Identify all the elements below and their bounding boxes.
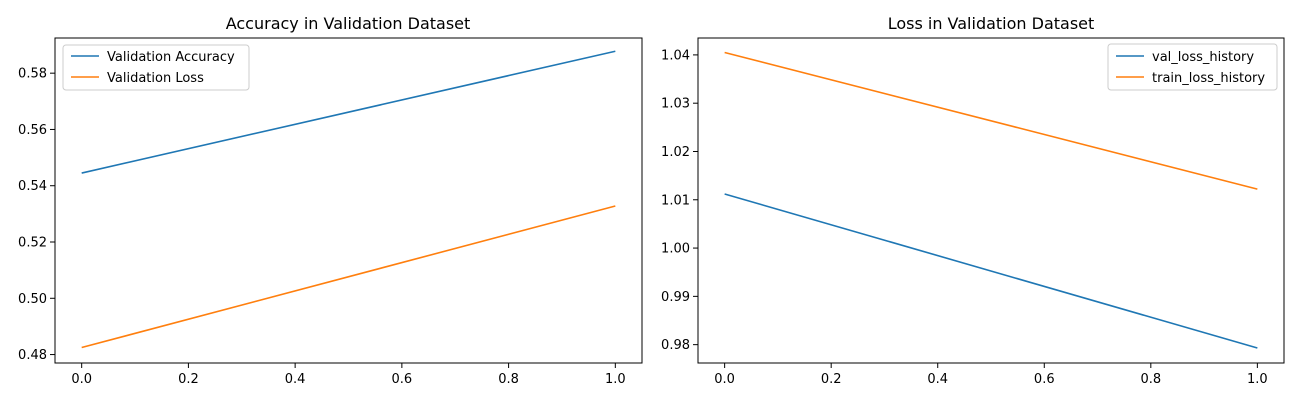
x-tick-label: 0.8 bbox=[1140, 372, 1161, 387]
y-tick-label: 1.00 bbox=[661, 242, 690, 257]
legend: val_loss_history train_loss_history bbox=[1107, 43, 1278, 91]
legend-label-validation-loss: Validation Loss bbox=[107, 71, 204, 86]
series-line-validation-loss bbox=[81, 205, 616, 349]
x-tick-label: 0.4 bbox=[285, 372, 306, 387]
chart-title: Accuracy in Validation Dataset bbox=[226, 14, 471, 33]
chart-title: Loss in Validation Dataset bbox=[888, 14, 1095, 33]
x-tick-label: 0.0 bbox=[71, 372, 92, 387]
x-tick-label: 0.8 bbox=[498, 372, 519, 387]
y-tick-label: 0.98 bbox=[661, 338, 690, 353]
legend-label-validation-accuracy: Validation Accuracy bbox=[107, 50, 235, 65]
y-tick-label: 1.04 bbox=[661, 48, 690, 63]
series-line-validation-accuracy bbox=[81, 50, 616, 174]
x-tick-label: 0.6 bbox=[1034, 372, 1055, 387]
y-tick-label: 1.01 bbox=[661, 193, 690, 208]
x-tick-label: 0.6 bbox=[392, 372, 413, 387]
y-tick-label: 0.58 bbox=[18, 67, 47, 82]
x-tick-label: 1.0 bbox=[1247, 372, 1268, 387]
loss-chart-panel: Loss in Validation Dataset 0.0 0.2 0.4 0.6 0… bbox=[661, 14, 1285, 387]
x-tick-label: 0.2 bbox=[178, 372, 199, 387]
y-tick-label: 0.50 bbox=[18, 292, 47, 307]
x-axis-ticks: 0.0 0.2 0.4 0.6 0.8 1.0 bbox=[71, 363, 626, 387]
series-lines bbox=[81, 50, 616, 349]
legend-box bbox=[1107, 43, 1278, 91]
y-tick-label: 0.54 bbox=[18, 179, 47, 194]
y-axis-ticks: 0.98 0.99 1.00 1.01 1.02 1.03 1.04 bbox=[661, 48, 698, 353]
y-tick-label: 0.99 bbox=[661, 290, 690, 305]
x-axis-ticks: 0.0 0.2 0.4 0.6 0.8 1.0 bbox=[714, 363, 1268, 387]
legend: Validation Accuracy Validation Loss bbox=[62, 44, 250, 91]
x-tick-label: 0.0 bbox=[714, 372, 735, 387]
y-tick-label: 0.56 bbox=[18, 123, 47, 138]
x-tick-label: 1.0 bbox=[605, 372, 626, 387]
y-tick-label: 0.48 bbox=[18, 348, 47, 363]
x-tick-label: 0.2 bbox=[821, 372, 842, 387]
legend-box bbox=[62, 44, 250, 91]
series-line-train-loss-history bbox=[724, 51, 1258, 190]
y-axis-ticks: 0.48 0.50 0.52 0.54 0.56 0.58 bbox=[18, 67, 55, 363]
legend-label-val-loss-history: val_loss_history bbox=[1152, 50, 1254, 65]
legend-label-train-loss-history: train_loss_history bbox=[1152, 71, 1265, 86]
series-line-val-loss-history bbox=[724, 193, 1258, 349]
plot-frame bbox=[54, 37, 643, 364]
y-tick-label: 1.03 bbox=[661, 97, 690, 112]
accuracy-chart-panel: Accuracy in Validation Dataset 0.0 0.2 0.4… bbox=[18, 14, 643, 387]
y-tick-label: 0.52 bbox=[18, 236, 47, 251]
series-lines bbox=[724, 51, 1258, 349]
x-tick-label: 0.4 bbox=[927, 372, 948, 387]
y-tick-label: 1.02 bbox=[661, 145, 690, 160]
plot-frame bbox=[697, 37, 1285, 364]
